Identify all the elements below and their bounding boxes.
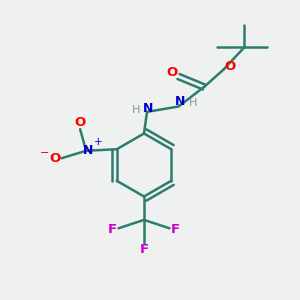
Text: N: N: [143, 102, 154, 115]
Text: −: −: [40, 148, 50, 158]
Text: F: F: [171, 223, 180, 236]
Text: H: H: [131, 105, 140, 116]
Text: O: O: [74, 116, 86, 129]
Text: O: O: [49, 152, 61, 165]
Text: N: N: [82, 144, 93, 157]
Text: N: N: [175, 94, 185, 108]
Text: +: +: [94, 137, 103, 147]
Text: F: F: [140, 243, 148, 256]
Text: H: H: [189, 98, 198, 108]
Text: O: O: [224, 59, 236, 73]
Text: O: O: [166, 66, 178, 80]
Text: F: F: [108, 223, 117, 236]
